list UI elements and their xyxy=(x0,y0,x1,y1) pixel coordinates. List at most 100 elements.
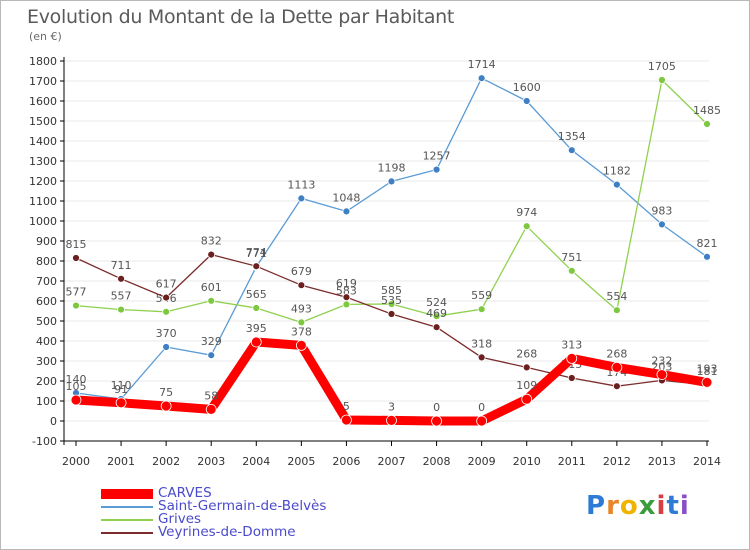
logo-letter: t xyxy=(666,491,680,521)
data-point xyxy=(297,281,306,290)
data-label: 5 xyxy=(343,400,350,413)
y-tick-label: 900 xyxy=(36,235,57,248)
data-point xyxy=(476,415,488,427)
data-label: 585 xyxy=(381,284,402,297)
legend-swatch xyxy=(101,489,153,499)
data-label: 181 xyxy=(697,365,718,378)
x-tick-label: 2005 xyxy=(287,455,315,468)
y-tick-label: 700 xyxy=(36,275,57,288)
legend-label: Veyrines-de-Domme xyxy=(158,524,296,540)
data-label: 1705 xyxy=(648,60,676,73)
data-point xyxy=(117,274,125,283)
data-label: 619 xyxy=(336,277,357,290)
legend-swatch xyxy=(101,532,153,534)
data-label: 232 xyxy=(651,355,672,368)
data-label: 91 xyxy=(114,383,128,396)
y-tick-label: 800 xyxy=(36,255,57,268)
y-tick-label: 1100 xyxy=(29,195,57,208)
data-label: 0 xyxy=(433,401,440,414)
chart-title: Evolution du Montant de la Dette par Hab… xyxy=(27,6,455,28)
data-point xyxy=(522,222,531,231)
y-tick-label: 1500 xyxy=(29,115,57,128)
data-label: 493 xyxy=(291,302,312,315)
data-point xyxy=(522,97,531,105)
data-point xyxy=(432,165,441,174)
data-label: 679 xyxy=(291,265,312,278)
y-tick-label: 1000 xyxy=(29,215,57,228)
data-label: 711 xyxy=(111,259,132,272)
data-label: 751 xyxy=(561,251,582,264)
logo-letter: i xyxy=(656,491,667,521)
data-label: 193 xyxy=(697,362,718,375)
data-point xyxy=(342,300,351,309)
data-label: 815 xyxy=(66,238,87,251)
data-point xyxy=(342,207,351,216)
data-point xyxy=(70,394,82,406)
data-point xyxy=(703,252,711,261)
data-label: 378 xyxy=(291,325,312,338)
data-point xyxy=(162,293,171,302)
data-label: 974 xyxy=(516,206,537,219)
data-label: 370 xyxy=(156,327,177,340)
logo-letter: x xyxy=(638,491,657,521)
data-label: 105 xyxy=(66,380,87,393)
data-point xyxy=(160,400,172,412)
data-label: 983 xyxy=(651,204,672,217)
data-point xyxy=(431,415,442,427)
data-label: 554 xyxy=(606,290,627,303)
data-label: 565 xyxy=(246,288,267,301)
data-point xyxy=(703,120,711,128)
y-tick-label: 500 xyxy=(36,315,57,328)
proxiti-logo: Proxiti xyxy=(586,491,690,521)
data-label: 617 xyxy=(156,278,177,291)
x-tick-label: 2006 xyxy=(332,455,360,468)
data-point xyxy=(72,254,80,262)
data-label: 524 xyxy=(426,296,447,309)
x-tick-label: 2001 xyxy=(107,455,135,468)
y-tick-label: 300 xyxy=(36,355,57,368)
legend-label: CARVES xyxy=(158,485,212,501)
data-label: 268 xyxy=(516,347,537,360)
data-label: 0 xyxy=(478,401,485,414)
data-label: 771 xyxy=(246,247,267,260)
data-label: 1485 xyxy=(693,104,721,117)
data-point xyxy=(115,397,127,409)
data-label: 1257 xyxy=(423,150,451,163)
data-label: 1182 xyxy=(603,165,631,178)
y-tick-label: -100 xyxy=(32,435,57,448)
data-point xyxy=(477,305,486,314)
x-tick-label: 2008 xyxy=(423,455,451,468)
data-point xyxy=(612,382,621,391)
data-label: 1600 xyxy=(513,81,541,94)
data-label: 110 xyxy=(111,379,132,392)
x-tick-label: 2003 xyxy=(197,455,225,468)
data-label: 832 xyxy=(201,235,222,248)
x-tick-label: 2012 xyxy=(603,455,631,468)
data-label: 395 xyxy=(246,322,267,335)
data-point xyxy=(207,351,216,360)
data-label: 1113 xyxy=(287,178,315,191)
data-label: 1354 xyxy=(558,130,586,143)
data-label: 601 xyxy=(201,281,222,294)
data-point xyxy=(297,318,306,327)
data-label: 268 xyxy=(606,347,627,360)
data-label: 318 xyxy=(471,337,492,350)
y-tick-label: 100 xyxy=(36,395,57,408)
data-label: 140 xyxy=(66,373,87,386)
data-point xyxy=(342,293,351,302)
data-point xyxy=(386,414,397,426)
x-tick-label: 2004 xyxy=(242,455,270,468)
data-point xyxy=(387,177,396,186)
data-point xyxy=(162,307,171,316)
data-point xyxy=(432,323,441,332)
y-tick-label: 200 xyxy=(36,375,57,388)
data-point xyxy=(250,336,262,348)
data-point xyxy=(205,403,217,415)
y-tick-label: 1400 xyxy=(29,135,57,148)
x-tick-label: 2002 xyxy=(152,455,180,468)
data-point xyxy=(658,76,666,84)
y-tick-label: 0 xyxy=(50,415,57,428)
data-point xyxy=(521,393,533,405)
